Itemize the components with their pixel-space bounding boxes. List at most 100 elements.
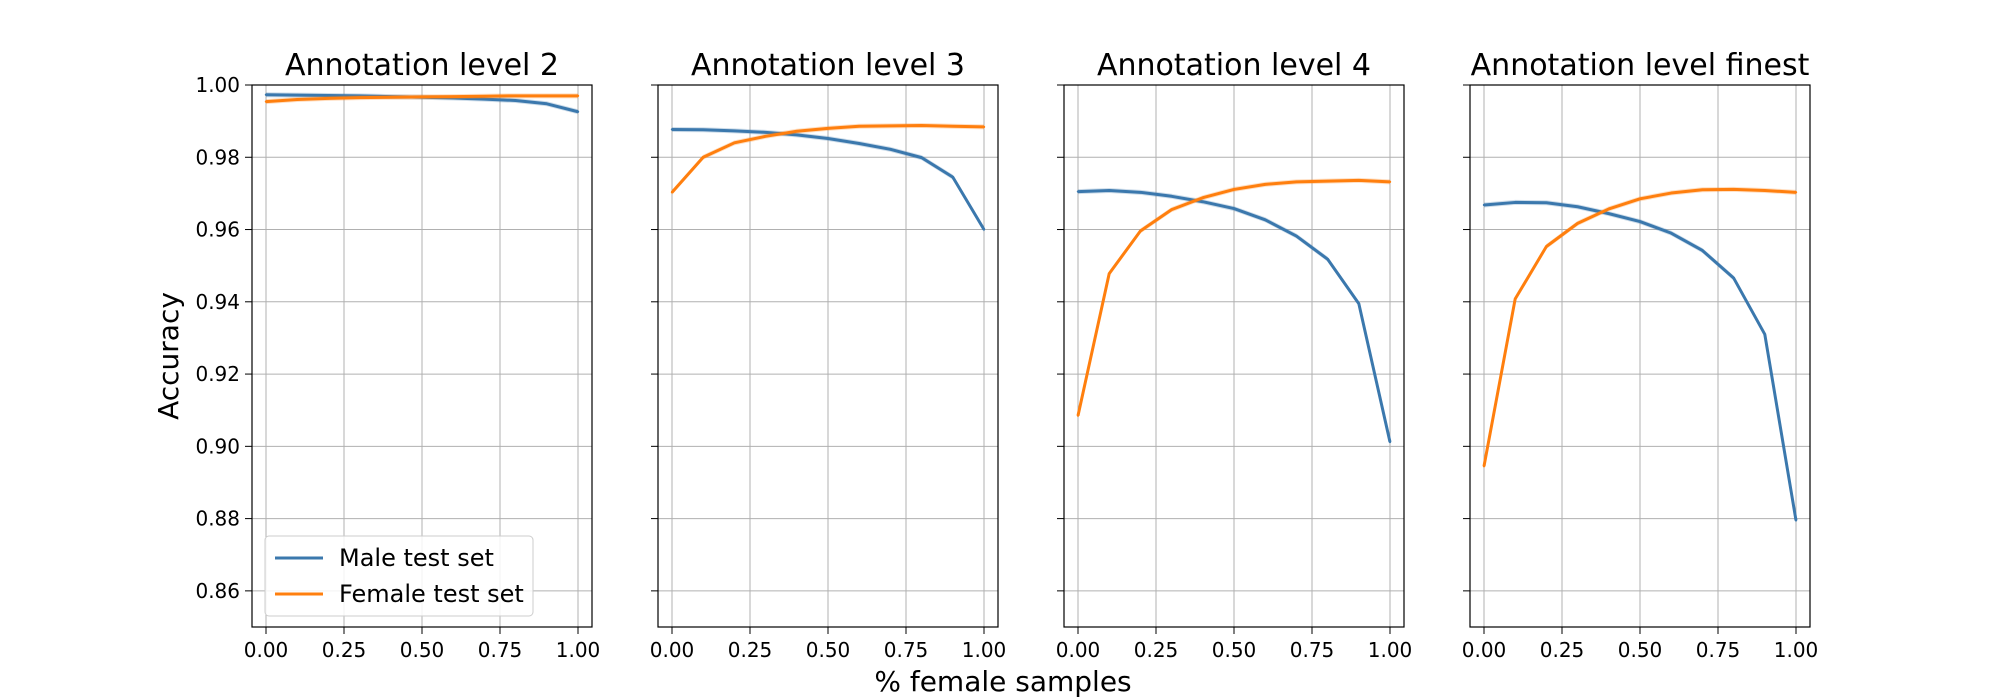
male-data-point: [327, 94, 330, 97]
male-data-point: [1264, 218, 1267, 221]
male-data-point: [1139, 191, 1142, 194]
female-data-point: [764, 135, 767, 138]
female-data-point: [670, 191, 674, 194]
male-data-point: [889, 148, 892, 151]
y-tick-label: 0.88: [195, 507, 240, 531]
female-data-point: [1108, 272, 1111, 275]
female-data-point: [1326, 179, 1329, 183]
female-data-point: [514, 94, 517, 98]
male-data-point: [1576, 205, 1579, 208]
female-data-point: [702, 156, 705, 159]
male-data-point: [1607, 212, 1611, 215]
x-tick-label: 0.75: [1290, 638, 1335, 662]
female-data-point: [1732, 188, 1735, 191]
male-data-point: [1201, 200, 1205, 203]
y-tick-label: 0.94: [195, 290, 240, 314]
x-tick-label: 0.00: [244, 638, 289, 662]
male-data-point: [1108, 189, 1111, 192]
male-data-point: [1357, 302, 1361, 305]
male-data-point: [702, 128, 705, 132]
female-data-point: [483, 95, 486, 98]
female-data-point: [1388, 180, 1392, 184]
x-tick-label: 0.75: [1696, 638, 1741, 662]
female-data-point: [889, 124, 892, 128]
female-data-point: [1638, 197, 1642, 201]
x-tick-label: 0.25: [1134, 638, 1179, 662]
male-data-point: [1232, 207, 1236, 210]
female-data-point: [733, 141, 736, 145]
male-data-point: [1670, 231, 1673, 235]
female-data-point: [327, 97, 330, 100]
panel-title: Annotation level finest: [1471, 48, 1810, 83]
y-tick-label: 0.92: [195, 362, 240, 386]
male-data-point: [1170, 195, 1173, 198]
female-data-point: [1357, 179, 1361, 182]
panel-3: 0.00 0.25 0.50 0.75 1.00 Annotation level 4: [1056, 48, 1413, 662]
legend-box: [264, 535, 534, 617]
y-tick-label: 0.98: [195, 145, 240, 169]
female-data-point: [420, 95, 424, 99]
female-data-point: [545, 94, 548, 98]
male-data-point: [514, 99, 517, 102]
female-data-point: [951, 124, 954, 128]
female-data-point: [1514, 297, 1517, 301]
x-tick-label: 0.00: [650, 638, 695, 662]
male-data-point: [1326, 257, 1329, 261]
male-data-point: [795, 133, 798, 137]
panel-title: Annotation level 3: [691, 48, 965, 83]
x-tick-label: 0.00: [1462, 638, 1507, 662]
x-tick-label: 0.75: [478, 638, 523, 662]
female-data-point: [576, 94, 580, 98]
x-tick-label: 0.50: [806, 638, 851, 662]
male-data-point: [670, 128, 674, 131]
female-data-point: [826, 127, 830, 130]
male-data-point: [1545, 201, 1548, 204]
male-data-point: [982, 228, 986, 231]
male-data-point: [1732, 276, 1735, 280]
female-data-point: [1607, 207, 1611, 211]
female-data-point: [296, 98, 299, 101]
female-data-point: [389, 96, 392, 99]
female-data-point: [452, 95, 455, 98]
female-data-point: [1264, 183, 1267, 186]
male-data-point: [733, 129, 736, 133]
x-axis-label: % female samples: [874, 665, 1131, 698]
female-data-point: [1482, 465, 1486, 468]
legend: Male test set Female test set: [264, 535, 534, 617]
y-tick-label: 0.90: [195, 434, 240, 458]
x-tick-label: 0.50: [400, 638, 445, 662]
female-data-point: [1701, 188, 1704, 191]
male-data-point: [1763, 333, 1767, 336]
male-data-point: [1514, 201, 1517, 204]
panel-2: 0.00 0.25 0.50 0.75 1.00 Annotation level 3: [650, 48, 1007, 662]
female-data-point: [1232, 188, 1236, 191]
female-data-point: [358, 96, 361, 99]
female-data-point: [1139, 229, 1142, 233]
female-data-point: [920, 124, 923, 127]
female-data-point: [1545, 245, 1548, 248]
female-data-point: [1295, 180, 1298, 184]
male-data-point: [858, 142, 861, 145]
x-tick-label: 1.00: [962, 638, 1007, 662]
male-data-point: [1388, 440, 1392, 444]
x-tick-label: 0.50: [1212, 638, 1257, 662]
male-data-point: [1482, 203, 1486, 207]
male-data-point: [920, 156, 923, 159]
male-data-point: [764, 131, 767, 134]
female-data-point: [795, 130, 798, 133]
male-data-point: [1794, 519, 1798, 522]
x-tick-label: 0.00: [1056, 638, 1101, 662]
panel-title: Annotation level 2: [285, 48, 559, 83]
panel-title: Annotation level 4: [1097, 48, 1371, 83]
female-data-point: [1170, 208, 1173, 211]
y-axis-label: Accuracy: [152, 292, 185, 420]
panels: 0.86 0.88 0.90 0.92 0.94 0.96 0.98 1.00 0.00 0.25…: [195, 48, 1818, 662]
female-data-point: [1763, 189, 1767, 192]
panel-4: 0.00 0.25 0.50 0.75 1.00 Annotation level fin…: [1462, 48, 1819, 662]
male-data-point: [1076, 190, 1080, 193]
panel-1: 0.86 0.88 0.90 0.92 0.94 0.96 0.98 1.00 0.00 0.25…: [195, 48, 600, 662]
female-legend-label: Female test set: [339, 580, 524, 608]
female-data-point: [264, 100, 268, 103]
male-data-point: [483, 97, 486, 101]
